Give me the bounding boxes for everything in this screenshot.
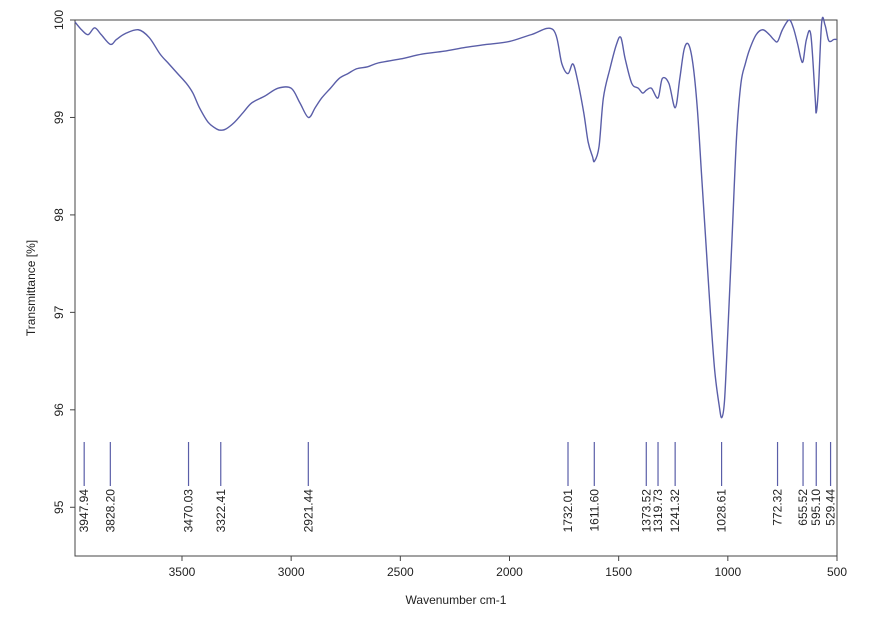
- x-tick-label: 1000: [714, 565, 741, 579]
- peak-label: 1028.61: [715, 489, 729, 533]
- x-tick-label: 500: [827, 565, 847, 579]
- peak-label: 1241.32: [668, 489, 682, 533]
- peak-label: 3322.41: [214, 489, 228, 533]
- peak-label: 772.32: [771, 489, 785, 526]
- peak-label: 655.52: [796, 489, 810, 526]
- peak-label: 2921.44: [301, 489, 315, 533]
- peak-label: 1319.73: [651, 489, 665, 533]
- peak-label: 3947.94: [77, 489, 91, 533]
- peak-label: 3470.03: [182, 489, 196, 533]
- peak-label: 1373.52: [639, 489, 653, 533]
- spectrum-line: [74, 16, 838, 419]
- y-tick-label: 96: [52, 403, 66, 417]
- y-tick-label: 95: [52, 500, 66, 514]
- peak-label: 595.10: [809, 489, 823, 526]
- x-axis-title: Wavenumber cm-1: [406, 593, 507, 607]
- y-tick-label: 97: [52, 305, 66, 319]
- x-axis: 3500 3000 2500 2000 1500 1000 500: [169, 556, 847, 579]
- x-tick-label: 3000: [278, 565, 305, 579]
- peak-label: 3828.20: [103, 489, 117, 533]
- y-tick-label: 100: [52, 10, 66, 30]
- peak-label: 1732.01: [561, 489, 575, 533]
- peak-label: 1611.60: [587, 489, 601, 532]
- plot-frame: [74, 19, 838, 557]
- x-tick-label: 3500: [169, 565, 196, 579]
- y-tick-label: 98: [52, 208, 66, 222]
- peak-markers: 3947.94 3828.20 3470.03 3322.41 2921.44 1732.…: [77, 442, 838, 533]
- x-tick-label: 2500: [387, 565, 414, 579]
- y-axis-title: Transmittance [%]: [24, 240, 38, 336]
- y-tick-label: 99: [52, 110, 66, 124]
- peak-label: 529.44: [824, 489, 838, 526]
- x-tick-label: 2000: [496, 565, 523, 579]
- y-axis: 95 96 97 98 99 100: [52, 10, 75, 514]
- x-tick-label: 1500: [605, 565, 632, 579]
